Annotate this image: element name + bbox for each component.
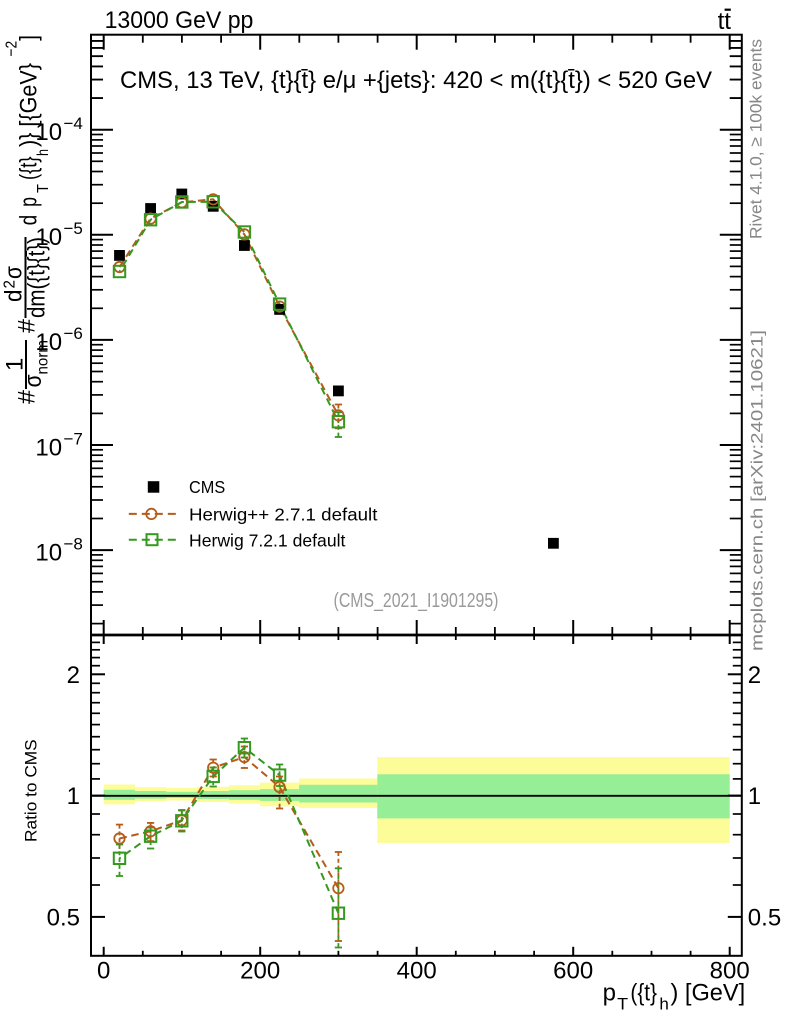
svg-text:0.5: 0.5 xyxy=(47,905,80,932)
svg-text:200: 200 xyxy=(240,958,280,985)
svg-text:400: 400 xyxy=(397,958,437,985)
svg-text:σ: σ xyxy=(20,374,47,387)
svg-text:1: 1 xyxy=(67,783,80,810)
svg-text:2: 2 xyxy=(748,662,761,689)
svg-text:10: 10 xyxy=(35,539,62,566)
svg-text:10: 10 xyxy=(35,224,62,251)
svg-text:0: 0 xyxy=(97,958,110,985)
svg-text:−5: −5 xyxy=(64,219,83,238)
svg-text:Ratio to CMS: Ratio to CMS xyxy=(22,739,41,842)
svg-text:)} [{GeV}: )} [{GeV} xyxy=(16,63,43,147)
svg-text:−4: −4 xyxy=(64,114,83,133)
svg-text:−6: −6 xyxy=(64,324,83,343)
svg-text:−8: −8 xyxy=(64,534,83,553)
svg-text:Rivet 4.1.0, ≥ 100k events: Rivet 4.1.0, ≥ 100k events xyxy=(747,39,766,239)
svg-text:2: 2 xyxy=(67,662,80,689)
svg-text:#: # xyxy=(14,389,41,404)
svg-text:σ: σ xyxy=(0,266,27,279)
svg-text:800: 800 xyxy=(710,958,750,985)
svg-text:T: T xyxy=(35,184,52,193)
svg-text:1: 1 xyxy=(748,783,761,810)
svg-text:d: d xyxy=(16,215,43,225)
svg-text:10: 10 xyxy=(35,329,62,356)
svg-text:Herwig 7.2.1 default: Herwig 7.2.1 default xyxy=(189,530,346,550)
svg-text:mcplots.cern.ch [arXiv:2401.10: mcplots.cern.ch [arXiv:2401.10621] xyxy=(748,330,767,651)
svg-text:T: T xyxy=(617,995,628,1014)
svg-text:(CMS_2021_I1901295): (CMS_2021_I1901295) xyxy=(334,590,499,612)
svg-text:d: d xyxy=(0,290,27,303)
svg-text:1: 1 xyxy=(2,358,29,371)
svg-text:norm: norm xyxy=(35,340,52,375)
svg-text:CMS, 13 TeV, {t}{t̄} e/μ +{jet: CMS, 13 TeV, {t}{t̄} e/μ +{jets}: 420 < … xyxy=(120,67,712,94)
svg-text:tt: tt xyxy=(718,8,732,35)
svg-text:10: 10 xyxy=(35,119,62,146)
svg-text:#: # xyxy=(14,318,41,333)
svg-text:({t}: ({t} xyxy=(630,979,657,1006)
svg-text:h: h xyxy=(35,149,52,156)
svg-text:Herwig++ 2.7.1 default: Herwig++ 2.7.1 default xyxy=(189,504,378,524)
svg-text:CMS: CMS xyxy=(189,477,225,497)
svg-text:({t}: ({t} xyxy=(16,156,43,180)
svg-text:−2: −2 xyxy=(4,41,21,57)
svg-text:]: ] xyxy=(16,35,43,41)
svg-text:0.5: 0.5 xyxy=(748,905,781,932)
svg-text:10: 10 xyxy=(35,434,62,461)
svg-text:p: p xyxy=(603,979,616,1006)
svg-text:600: 600 xyxy=(553,958,593,985)
svg-text:13000 GeV pp: 13000 GeV pp xyxy=(105,7,254,34)
svg-text:h: h xyxy=(659,995,668,1014)
svg-text:2: 2 xyxy=(1,280,18,289)
svg-text:−7: −7 xyxy=(64,429,83,448)
svg-text:p: p xyxy=(16,197,43,207)
svg-text:dm({t}{t̄}): dm({t}{t̄}) xyxy=(24,237,51,318)
svg-text:) [GeV]: ) [GeV] xyxy=(671,979,746,1006)
